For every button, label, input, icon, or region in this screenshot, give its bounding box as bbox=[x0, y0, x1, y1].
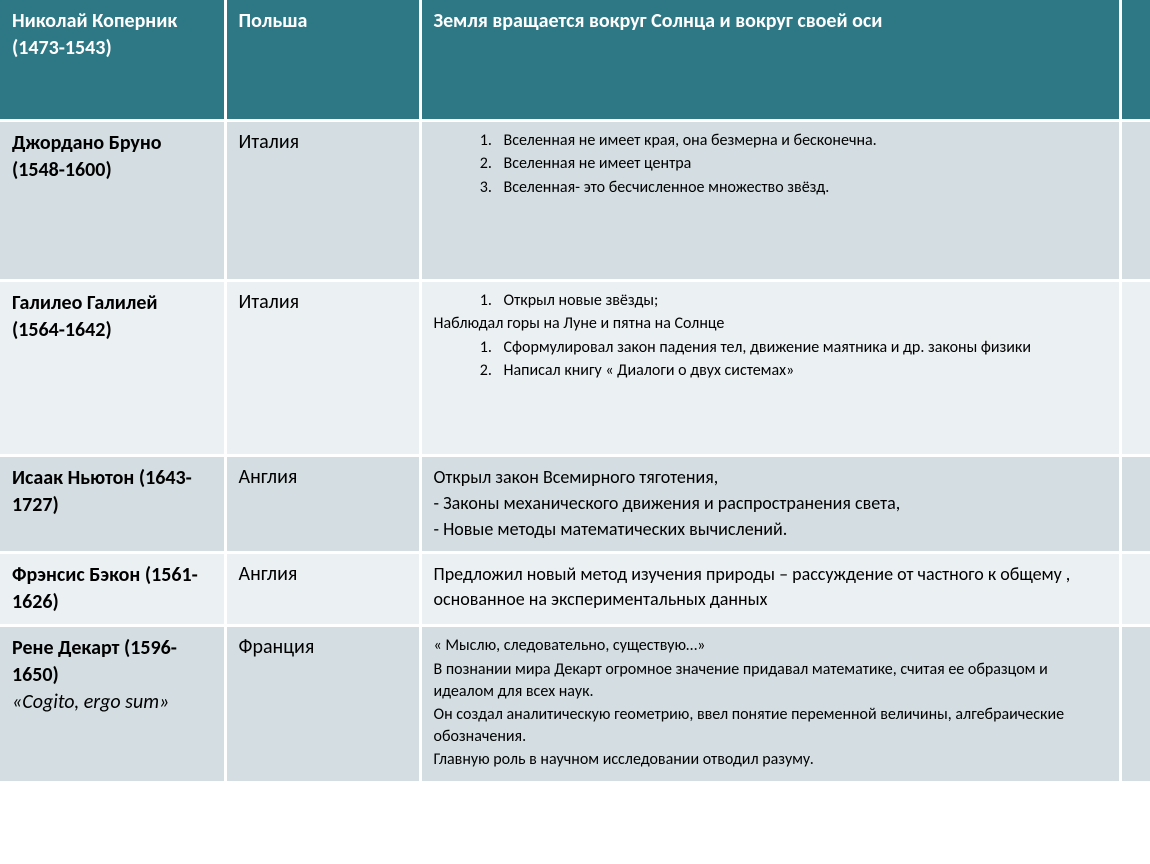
header-country: Польша bbox=[239, 9, 308, 33]
contrib-line: В познании мира Декарт огромное значение… bbox=[434, 659, 1109, 702]
contrib-item: Сформулировал закон падения тел, движени… bbox=[496, 337, 1109, 359]
contrib-line: Наблюдал горы на Луне и пятна на Солнце bbox=[434, 313, 1109, 335]
contrib-line: - Новые методы математических вычислений… bbox=[434, 517, 1109, 541]
scientist-contribution: Предложил новый метод изучения природы –… bbox=[434, 562, 1109, 611]
scientist-contribution: Открыл закон Всемирного тяготения, - Зак… bbox=[434, 465, 1109, 542]
table-row: Джордано Бруно (1548-1600) Италия Вселен… bbox=[0, 120, 1150, 280]
scientist-contribution: Вселенная не имеет края, она безмерна и … bbox=[434, 130, 1109, 199]
contrib-line: Предложил новый метод изучения природы –… bbox=[434, 562, 1109, 611]
scientist-name-main: Рене Декарт (1596-1650) bbox=[12, 636, 177, 687]
table-row: Исаак Ньютон (1643-1727) Англия Открыл з… bbox=[0, 455, 1150, 553]
contrib-line: Он создал аналитическую геометрию, ввел … bbox=[434, 704, 1109, 747]
contrib-item: Вселенная- это бесчисленное множество зв… bbox=[496, 177, 1109, 199]
contrib-line: Открыл закон Всемирного тяготения, bbox=[434, 465, 1109, 489]
table-row: Галилео Галилей (1564-1642) Италия Откры… bbox=[0, 280, 1150, 455]
contrib-line: Главную роль в научном исследовании отво… bbox=[434, 749, 1109, 771]
table-row: Фрэнсис Бэкон (1561-1626) Англия Предлож… bbox=[0, 553, 1150, 626]
scientist-country: Франция bbox=[239, 635, 409, 659]
contrib-item: Вселенная не имеет края, она безмерна и … bbox=[496, 130, 1109, 152]
contrib-item: Вселенная не имеет центра bbox=[496, 153, 1109, 175]
table-row: Рене Декарт (1596-1650) «Cogito, ergo su… bbox=[0, 626, 1150, 783]
header-name-cell: Николай Коперник (1473-1543) bbox=[0, 0, 225, 120]
scientist-country: Англия bbox=[239, 465, 409, 489]
scientist-contribution: Открыл новые звёзды; Наблюдал горы на Лу… bbox=[434, 290, 1109, 382]
scientist-name-sub: «Cogito, ergo sum» bbox=[12, 690, 169, 714]
contrib-line: « Мыслю, следовательно, существую…» bbox=[434, 635, 1109, 657]
header-country-cell: Польша bbox=[225, 0, 420, 120]
scientist-name: Рене Декарт (1596-1650) «Cogito, ergo su… bbox=[12, 635, 214, 716]
scientist-contribution: « Мыслю, следовательно, существую…» В по… bbox=[434, 635, 1109, 771]
contrib-item: Написал книгу « Диалоги о двух системах» bbox=[496, 360, 1109, 382]
scientists-table: Николай Коперник (1473-1543) Польша Земл… bbox=[0, 0, 1150, 784]
contrib-item: Открыл новые звёзды; bbox=[496, 290, 1109, 312]
scientist-name: Джордано Бруно (1548-1600) bbox=[12, 130, 214, 184]
scientist-country: Италия bbox=[239, 290, 409, 314]
header-name: Николай Коперник (1473-1543) bbox=[12, 9, 177, 60]
scientist-name: Галилео Галилей (1564-1642) bbox=[12, 290, 214, 344]
header-contribution: Земля вращается вокруг Солнца и вокруг с… bbox=[434, 9, 883, 33]
contrib-line: - Законы механического движения и распро… bbox=[434, 491, 1109, 515]
scientist-country: Италия bbox=[239, 130, 409, 154]
scientist-name: Исаак Ньютон (1643-1727) bbox=[12, 465, 214, 519]
scientist-name: Фрэнсис Бэкон (1561-1626) bbox=[12, 562, 214, 616]
header-row: Николай Коперник (1473-1543) Польша Земл… bbox=[0, 0, 1150, 120]
scientist-country: Англия bbox=[239, 562, 409, 586]
header-contribution-cell: Земля вращается вокруг Солнца и вокруг с… bbox=[420, 0, 1120, 120]
header-empty-cell bbox=[1120, 0, 1150, 120]
